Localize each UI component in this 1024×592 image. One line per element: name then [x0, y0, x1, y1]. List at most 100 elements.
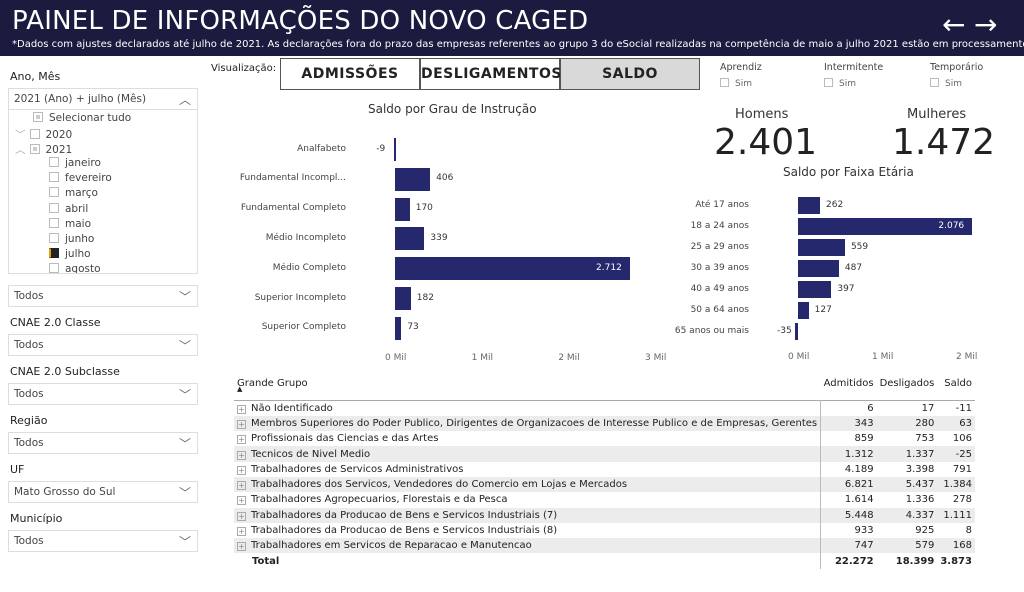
- tree-item-month[interactable]: maio: [49, 217, 91, 233]
- ano-mes-dropdown[interactable]: 2021 (Ano) + julho (Mês) ︿: [8, 88, 198, 110]
- table-row[interactable]: + Trabalhadores em Servicos de Reparacao …: [234, 538, 975, 554]
- bar[interactable]: [395, 316, 402, 340]
- tree-item-month[interactable]: junho: [49, 233, 94, 248]
- expand-icon[interactable]: +: [237, 496, 246, 506]
- uf-dropdown[interactable]: Mato Grosso do Sul ﹀: [8, 481, 198, 503]
- cell-text: Tecnicos de Nivel Medio: [251, 448, 371, 460]
- checkbox[interactable]: [49, 248, 59, 259]
- axis-tick-label: 2 Mil: [558, 353, 580, 363]
- checkbox[interactable]: [49, 217, 59, 228]
- expand-icon[interactable]: +: [237, 419, 246, 429]
- tab-saldo[interactable]: SALDO: [560, 58, 700, 90]
- checkbox[interactable]: [49, 202, 59, 213]
- cell-desligados: 17: [921, 402, 935, 414]
- filter-dropdown[interactable]: Todos ﹀: [8, 285, 198, 307]
- bar[interactable]: [395, 287, 411, 310]
- cell-admitidos: 747: [820, 538, 877, 554]
- bar[interactable]: [798, 239, 845, 256]
- cnae-classe-dropdown[interactable]: Todos ﹀: [8, 334, 198, 356]
- tree-item-month[interactable]: agosto: [49, 263, 101, 273]
- table-row[interactable]: + Trabalhadores de Servicos Administrativ…: [234, 461, 975, 477]
- cnae-subclasse-dropdown[interactable]: Todos ﹀: [8, 383, 198, 405]
- column-header-admitidos[interactable]: Admitidos: [823, 378, 874, 389]
- checkbox[interactable]: [930, 78, 939, 87]
- column-header-saldo[interactable]: Saldo: [944, 378, 972, 389]
- cell-grande-grupo: + Trabalhadores de Servicos Administrativ…: [234, 461, 822, 477]
- toggle-option[interactable]: Sim: [930, 78, 962, 89]
- column-header-desligados[interactable]: Desligados: [879, 378, 935, 389]
- checkbox[interactable]: [29, 144, 40, 154]
- tree-item-select-all[interactable]: Selecionar tudo: [33, 112, 131, 127]
- cell-desligados: 280: [876, 415, 938, 432]
- expand-icon[interactable]: +: [237, 511, 246, 521]
- cell-desligados: 1.337: [876, 446, 938, 462]
- cell-admitidos: 6.821: [820, 476, 877, 493]
- table-row[interactable]: + Trabalhadores Agropecuarios, Florestais…: [234, 492, 975, 508]
- cell-desligados: 925: [915, 525, 935, 537]
- column-header-grande-grupo[interactable]: Grande Grupo ▲: [234, 378, 821, 401]
- bar[interactable]: [798, 281, 832, 298]
- checkbox[interactable]: [49, 187, 59, 198]
- table-row[interactable]: + Trabalhadores da Producao de Bens e Ser…: [234, 522, 975, 539]
- toggle-option[interactable]: Sim: [720, 78, 752, 89]
- data-label: 339: [430, 232, 448, 243]
- table-row[interactable]: + Profissionais das Ciencias e das Artes 8…: [234, 431, 975, 447]
- checkbox[interactable]: [49, 157, 59, 167]
- bar[interactable]: [798, 260, 839, 277]
- tab-desligamentos[interactable]: DESLIGAMENTOS: [420, 58, 561, 90]
- expand-icon[interactable]: +: [237, 542, 246, 552]
- tree-item-month[interactable]: abril: [49, 202, 88, 218]
- tree-item-month[interactable]: fevereiro: [49, 172, 112, 187]
- cell-admitidos: 933: [854, 525, 874, 537]
- table-row[interactable]: + Trabalhadores da Producao de Bens e Ser…: [234, 507, 975, 523]
- checkbox[interactable]: [720, 78, 729, 87]
- bar[interactable]: [395, 227, 425, 251]
- bar[interactable]: [798, 218, 973, 235]
- chevron-up-icon[interactable]: ︿: [15, 144, 26, 156]
- arrow-right-icon[interactable]: →: [974, 8, 998, 41]
- bar[interactable]: [395, 197, 410, 221]
- table-row[interactable]: + Tecnicos de Nivel Medio 1.312 1.337 -25: [234, 446, 975, 462]
- chevron-down-icon: ﹀: [178, 437, 191, 451]
- cell-saldo: 63: [937, 415, 975, 432]
- tree-item-month[interactable]: março: [49, 187, 98, 202]
- checkbox[interactable]: [49, 233, 59, 243]
- tree-item-2020[interactable]: ﹀ 2020: [15, 127, 72, 142]
- bar[interactable]: [798, 302, 809, 319]
- municipio-dropdown[interactable]: Todos ﹀: [8, 530, 198, 552]
- tree-item-month[interactable]: janeiro: [49, 157, 101, 172]
- cell-text: Não Identificado: [251, 402, 333, 414]
- chevron-down-icon[interactable]: ﹀: [15, 129, 26, 141]
- checkbox[interactable]: [33, 112, 43, 122]
- bar[interactable]: [795, 323, 798, 340]
- regiao-dropdown[interactable]: Todos ﹀: [8, 432, 198, 454]
- ano-mes-tree[interactable]: Selecionar tudo ﹀ 2020 ︿ 2021 janeiro fever…: [8, 110, 198, 274]
- tree-item-month[interactable]: julho: [49, 248, 91, 263]
- checkbox[interactable]: [29, 129, 40, 139]
- tab-admissoes[interactable]: ADMISSÕES: [280, 58, 420, 90]
- toggle-option[interactable]: Sim: [824, 78, 856, 89]
- expand-icon[interactable]: +: [237, 404, 246, 414]
- expand-icon[interactable]: +: [237, 527, 246, 537]
- arrow-left-icon[interactable]: ←: [942, 8, 966, 41]
- bar[interactable]: [394, 138, 396, 161]
- table-row[interactable]: + Membros Superiores do Poder Publico, Di…: [234, 415, 975, 432]
- table-row[interactable]: + Não Identificado 6 17 -11: [234, 400, 975, 416]
- checkbox[interactable]: [49, 172, 59, 183]
- expand-icon[interactable]: +: [237, 450, 246, 460]
- cell-admitidos: 859: [854, 433, 874, 445]
- expand-icon[interactable]: +: [237, 435, 246, 445]
- bar[interactable]: [395, 257, 631, 281]
- cell-grande-grupo: + Trabalhadores da Producao de Bens e Ser…: [234, 522, 822, 539]
- cell-saldo: 168: [937, 538, 975, 554]
- expand-icon[interactable]: +: [237, 481, 246, 491]
- expand-icon[interactable]: +: [237, 465, 246, 475]
- checkbox[interactable]: [49, 263, 59, 273]
- dropdown-value: Todos: [14, 388, 44, 400]
- bar[interactable]: [798, 197, 820, 214]
- total-admitidos: 22.272: [834, 555, 874, 567]
- table-row[interactable]: + Trabalhadores dos Servicos, Vendedores …: [234, 476, 975, 493]
- checkbox[interactable]: [824, 78, 833, 87]
- tree-item-2021[interactable]: ︿ 2021: [15, 142, 72, 157]
- bar[interactable]: [395, 167, 431, 191]
